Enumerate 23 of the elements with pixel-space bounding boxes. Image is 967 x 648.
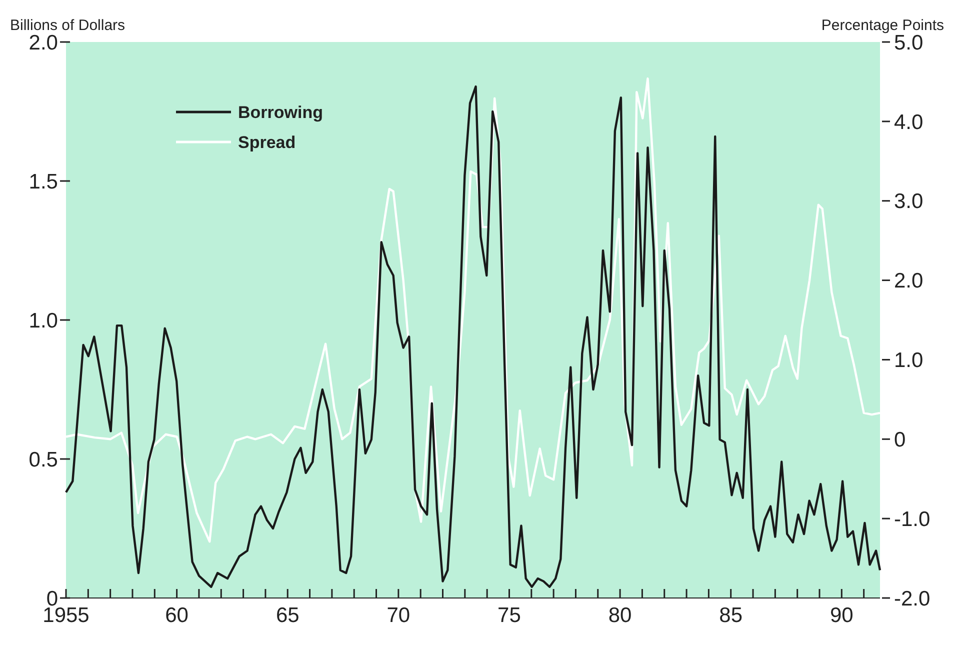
x-tick-label: 60 bbox=[165, 604, 188, 627]
y2-tick-label: 4.0 bbox=[894, 110, 924, 134]
y-tick-label: 2.0 bbox=[28, 31, 58, 54]
y2-tick-label: 5.0 bbox=[894, 31, 924, 54]
y2-tick-label: 0 bbox=[894, 428, 906, 452]
y2-tick-label: -1.0 bbox=[894, 508, 930, 531]
x-tick-label: 80 bbox=[608, 604, 632, 627]
x-tick-label: 85 bbox=[719, 604, 743, 627]
y2-tick-label: 2.0 bbox=[894, 270, 924, 293]
x-tick-label: 70 bbox=[386, 604, 410, 627]
x-tick-label: 75 bbox=[498, 604, 521, 627]
y-tick-label: 1.5 bbox=[28, 170, 58, 194]
y2-tick-label: 1.0 bbox=[894, 349, 924, 372]
y2-axis-title: Percentage Points bbox=[821, 17, 944, 34]
y-tick-label: 1.0 bbox=[28, 309, 58, 332]
x-tick-label: 90 bbox=[830, 604, 854, 627]
y2-tick-label: -2.0 bbox=[894, 587, 930, 610]
x-tick-label: 65 bbox=[276, 604, 300, 627]
y-tick-label: 0.5 bbox=[28, 448, 58, 472]
legend-label: Spread bbox=[238, 132, 296, 152]
y2-tick-label: 3.0 bbox=[894, 190, 924, 214]
legend-label: Borrowing bbox=[238, 102, 323, 122]
y-axis-title: Billions of Dollars bbox=[10, 17, 126, 34]
